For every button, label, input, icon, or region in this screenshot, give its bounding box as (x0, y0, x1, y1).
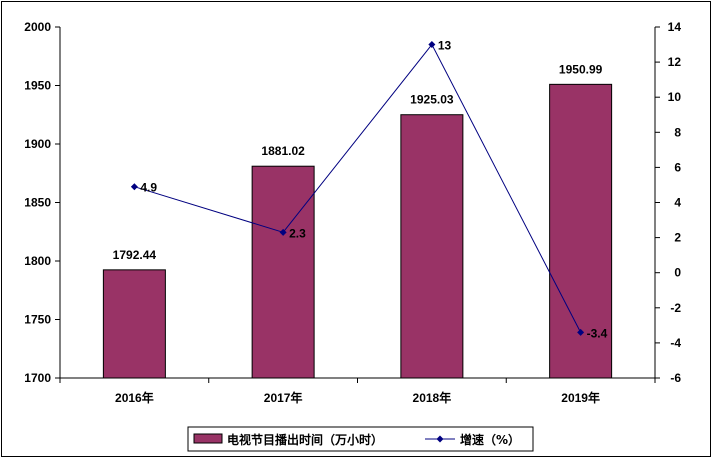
y-left-tick-label: 2000 (24, 20, 51, 34)
bar-data-label: 1792.44 (113, 248, 157, 262)
growth-line (134, 43, 582, 333)
y-right-tick-label: 12 (668, 55, 682, 69)
y-left-tick-label: 1750 (24, 313, 51, 327)
line-point-marker (577, 328, 585, 336)
y-left-tick-label: 1900 (24, 137, 51, 151)
y-right-tick-label: -2 (670, 301, 681, 315)
y-left-tick-label: 1700 (24, 371, 51, 385)
line-data-label: 13 (438, 39, 452, 53)
bar-data-label: 1881.02 (261, 144, 305, 158)
x-tick-label: 2018年 (413, 390, 452, 405)
bar (102, 269, 166, 379)
y-right-tick-label: 2 (674, 231, 681, 245)
y-left-tick-label: 1950 (24, 79, 51, 93)
y-right-tick-label: -4 (670, 336, 681, 350)
x-tick-label: 2016年 (115, 390, 154, 405)
y-left-tick-label: 1800 (24, 254, 51, 268)
y-right-tick-label: -6 (670, 371, 681, 385)
line-data-label: 2.3 (289, 226, 306, 240)
legend-bar-label: 电视节目播出时间（万小时） (227, 432, 383, 447)
legend-box (187, 426, 534, 452)
bar-data-label: 1950.99 (559, 62, 603, 76)
x-tick-label: 2017年 (264, 390, 303, 405)
y-right-tick-label: 10 (668, 90, 682, 104)
y-left-tick-label: 1850 (24, 196, 51, 210)
line-point-marker (130, 183, 138, 191)
bar (251, 165, 315, 379)
x-tick-label: 2019年 (561, 390, 600, 405)
y-right-tick-label: 8 (674, 125, 681, 139)
y-right-tick-label: 6 (674, 160, 681, 174)
line-data-label: -3.4 (587, 326, 608, 340)
legend-line-label: 增速（%） (460, 432, 520, 447)
y-right-tick-label: 0 (674, 266, 681, 280)
legend-line-marker (436, 435, 444, 443)
bar-data-label: 1925.03 (410, 93, 454, 107)
y-right-tick-label: 4 (674, 196, 681, 210)
bar (400, 114, 464, 379)
legend-bar-swatch (193, 433, 223, 444)
line-point-marker (428, 41, 436, 49)
line-point-marker (279, 228, 287, 236)
y-right-tick-label: 14 (668, 20, 682, 34)
line-data-label: 4.9 (140, 181, 157, 195)
